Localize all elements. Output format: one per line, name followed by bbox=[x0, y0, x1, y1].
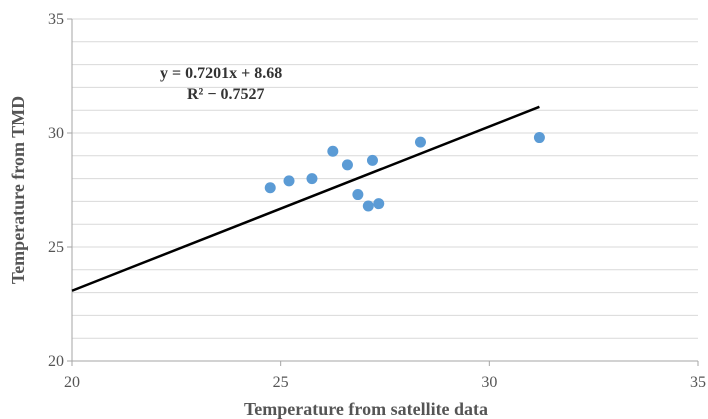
data-point bbox=[264, 182, 276, 194]
y-axis-title: Temperature from TMD bbox=[8, 96, 28, 284]
data-point bbox=[533, 132, 545, 144]
r-squared-label: R² − 0.7527 bbox=[187, 86, 264, 103]
trendline bbox=[71, 105, 540, 292]
y-tick-labels: 20 25 30 35 bbox=[48, 11, 64, 370]
axes bbox=[67, 18, 699, 366]
x-axis-title: Temperature from satellite data bbox=[244, 399, 488, 419]
x-tick-label: 30 bbox=[481, 374, 497, 391]
x-tick-labels: 20 25 30 35 bbox=[64, 374, 706, 391]
data-point bbox=[414, 136, 426, 148]
x-tick-label: 25 bbox=[273, 374, 289, 391]
y-tick-label: 20 bbox=[48, 353, 64, 370]
trendline-equation: y = 0.7201x + 8.68 bbox=[160, 65, 282, 82]
gridlines bbox=[72, 18, 698, 339]
y-tick-label: 25 bbox=[48, 239, 64, 256]
data-point bbox=[373, 198, 385, 210]
data-point bbox=[352, 189, 364, 201]
data-point bbox=[283, 175, 295, 187]
data-point bbox=[306, 173, 318, 185]
data-point bbox=[366, 154, 378, 166]
trendline-group bbox=[71, 105, 540, 292]
x-tick-label: 20 bbox=[64, 374, 80, 391]
x-tick-label: 35 bbox=[690, 374, 706, 391]
data-point bbox=[341, 159, 353, 171]
y-tick-label: 35 bbox=[48, 11, 64, 28]
data-point bbox=[327, 145, 339, 157]
data-point bbox=[362, 200, 374, 212]
y-tick-label: 30 bbox=[48, 125, 64, 142]
data-points bbox=[264, 132, 545, 212]
